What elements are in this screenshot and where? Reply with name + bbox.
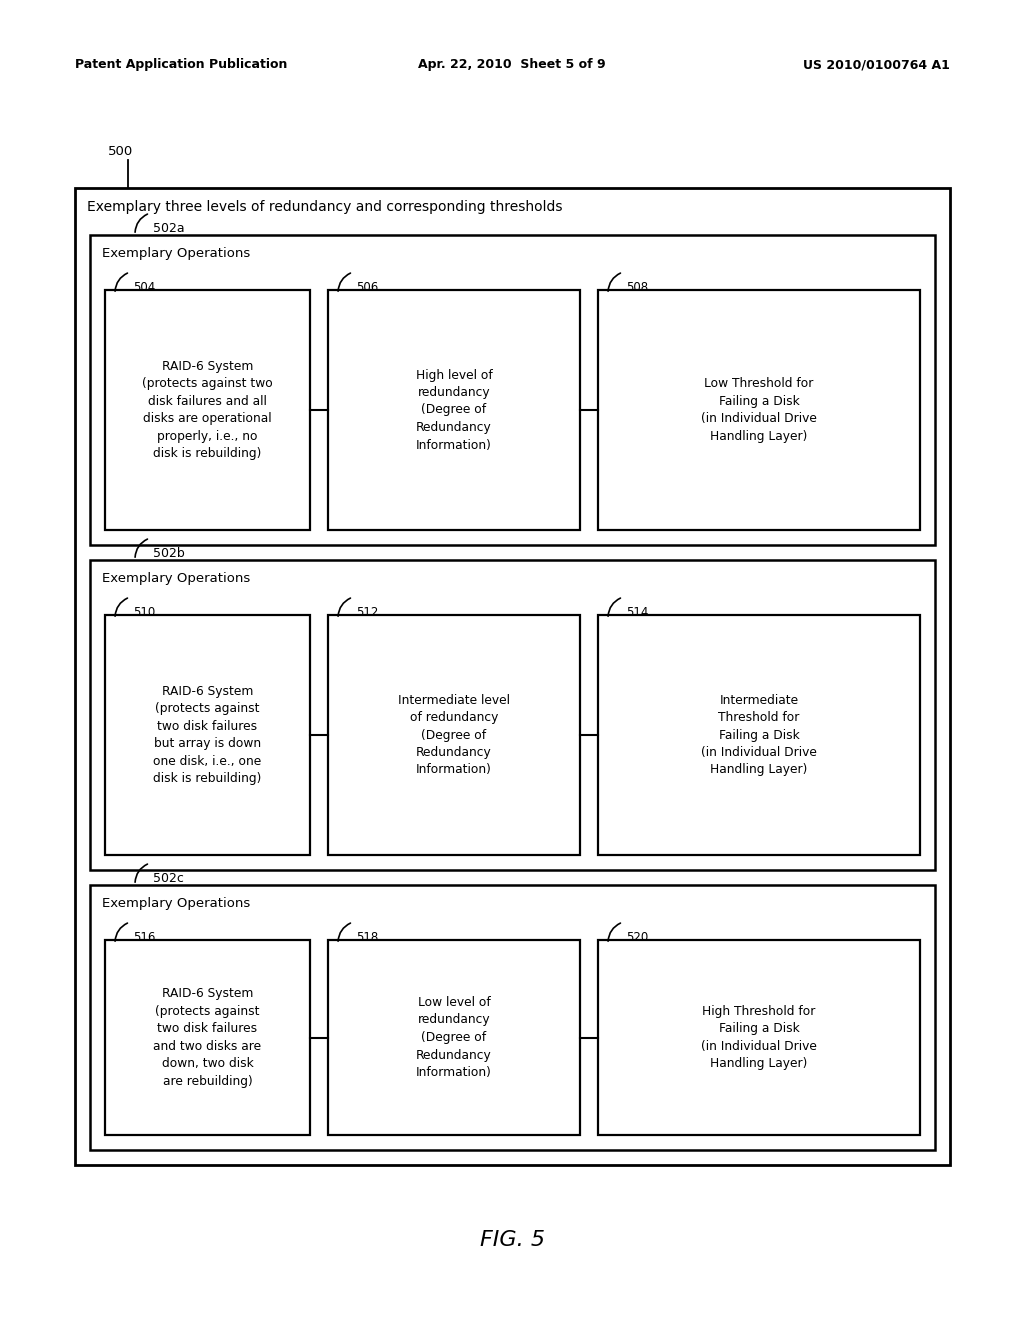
Text: Exemplary Operations: Exemplary Operations [102,898,250,909]
Text: 516: 516 [133,931,156,944]
Text: High Threshold for
Failing a Disk
(in Individual Drive
Handling Layer): High Threshold for Failing a Disk (in In… [701,1005,817,1071]
Text: RAID-6 System
(protects against
two disk failures
and two disks are
down, two di: RAID-6 System (protects against two disk… [154,987,261,1088]
Text: Apr. 22, 2010  Sheet 5 of 9: Apr. 22, 2010 Sheet 5 of 9 [418,58,606,71]
Text: 508: 508 [626,281,648,294]
Bar [328,940,580,1135]
Text: 504: 504 [133,281,156,294]
Text: 514: 514 [626,606,648,619]
Text: 506: 506 [356,281,378,294]
Text: Exemplary Operations: Exemplary Operations [102,247,250,260]
Text: Intermediate
Threshold for
Failing a Disk
(in Individual Drive
Handling Layer): Intermediate Threshold for Failing a Dis… [701,693,817,776]
Text: 510: 510 [133,606,156,619]
Bar [328,290,580,531]
Bar [598,290,920,531]
Text: 502c: 502c [153,873,184,884]
Bar [598,940,920,1135]
Bar [105,615,310,855]
Text: FIG. 5: FIG. 5 [479,1230,545,1250]
Text: RAID-6 System
(protects against
two disk failures
but array is down
one disk, i.: RAID-6 System (protects against two disk… [154,685,262,785]
Text: 512: 512 [356,606,379,619]
Text: 502a: 502a [153,222,184,235]
Bar [75,187,950,1166]
Text: Patent Application Publication: Patent Application Publication [75,58,288,71]
Text: US 2010/0100764 A1: US 2010/0100764 A1 [803,58,950,71]
Bar [90,560,935,870]
Text: 520: 520 [626,931,648,944]
Bar [90,235,935,545]
Text: Low level of
redundancy
(Degree of
Redundancy
Information): Low level of redundancy (Degree of Redun… [416,997,492,1078]
Text: Exemplary Operations: Exemplary Operations [102,572,250,585]
Bar [328,615,580,855]
Text: Exemplary three levels of redundancy and corresponding thresholds: Exemplary three levels of redundancy and… [87,201,562,214]
Bar [90,884,935,1150]
Bar [105,290,310,531]
Text: Low Threshold for
Failing a Disk
(in Individual Drive
Handling Layer): Low Threshold for Failing a Disk (in Ind… [701,378,817,442]
Text: 502b: 502b [153,546,184,560]
Bar [105,940,310,1135]
Text: RAID-6 System
(protects against two
disk failures and all
disks are operational
: RAID-6 System (protects against two disk… [142,360,272,461]
Text: Intermediate level
of redundancy
(Degree of
Redundancy
Information): Intermediate level of redundancy (Degree… [398,693,510,776]
Text: High level of
redundancy
(Degree of
Redundancy
Information): High level of redundancy (Degree of Redu… [416,368,493,451]
Text: 518: 518 [356,931,378,944]
Bar [598,615,920,855]
Text: 500: 500 [108,145,133,158]
